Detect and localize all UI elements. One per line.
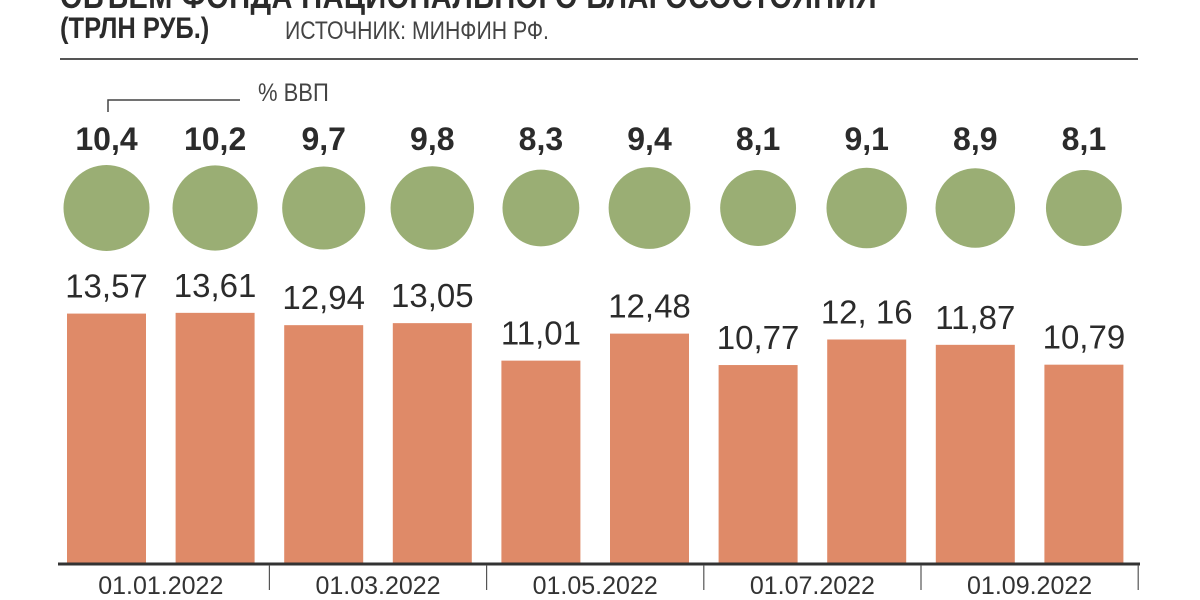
chart-title: ОБЪЕМ ФОНДА НАЦИОНАЛЬНОГО БЛАГОСОСТОЯНИЯ [60,0,877,17]
x-tick-label: 01.03.2022 [315,572,440,600]
bar-value-label: 12,48 [608,288,691,325]
bar [284,325,364,563]
gdp-value-label: 8,1 [736,121,780,157]
bar-value-label: 12, 16 [821,293,913,330]
bar [392,323,472,563]
gdp-circle [935,168,1016,248]
gdp-value-label: 9,1 [844,121,888,157]
legend-bracket [107,99,240,112]
gdp-value-label: 9,7 [301,121,345,157]
bar-value-label: 13,57 [65,268,148,305]
gdp-value-label: 10,2 [184,121,246,157]
gdp-value-label: 8,3 [519,121,563,157]
gdp-circle [1045,170,1122,246]
gdp-value-label: 8,9 [953,121,997,157]
gdp-circle [172,165,258,251]
bar-value-label: 10,79 [1043,319,1126,356]
gdp-circle [826,167,907,249]
gdp-circle [720,170,797,246]
legend-label: % ВВП [258,79,329,107]
gdp-circle [608,167,691,249]
gdp-circle [63,165,150,251]
bar-value-label: 11,01 [501,315,581,352]
gdp-circle [502,169,580,247]
gdp-value-label: 9,8 [410,121,454,157]
gdp-value-label: 8,1 [1062,121,1106,157]
bar [718,365,798,563]
x-tick-label: 01.05.2022 [533,572,658,600]
header-divider [60,58,1138,60]
bar-value-label: 10,77 [717,319,800,356]
bar [827,339,907,563]
chart-unit: (ТРЛН РУБ.) [60,12,210,45]
gdp-value-label: 9,4 [627,121,672,157]
bar [501,360,581,563]
gdp-circle [390,166,475,250]
bar [67,313,146,563]
chart-source: ИСТОЧНИК: МИНФИН РФ. [285,17,549,45]
gdp-value-label: 10,4 [75,121,137,157]
bar-value-label: 13,05 [391,277,474,314]
bar [610,333,689,563]
bar-value-label: 13,61 [174,267,257,304]
bar [175,312,255,563]
x-tick-label: 01.07.2022 [750,572,875,600]
gdp-circle [282,166,366,250]
x-tick-label: 01.09.2022 [967,572,1092,600]
bar [935,344,1015,563]
bar-value-label: 11,87 [935,299,1015,336]
x-tick-label: 01.01.2022 [98,572,223,600]
bar [1044,364,1124,563]
bar-value-label: 12,94 [282,279,365,316]
